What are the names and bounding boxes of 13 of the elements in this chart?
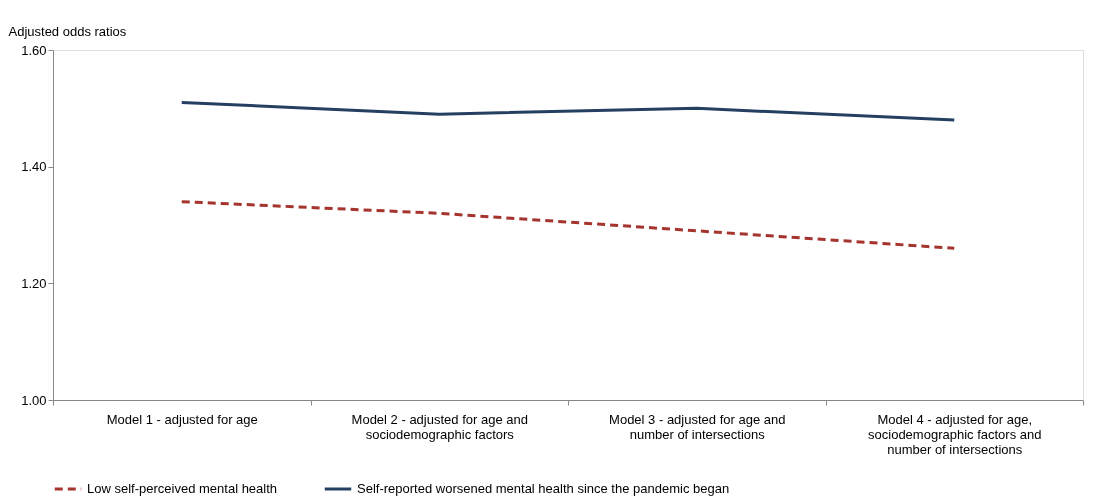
legend-label: Low self-perceived mental health	[87, 481, 278, 496]
x-tick-label: Model 1 - adjusted for age	[106, 411, 258, 427]
line-series	[180, 101, 956, 122]
x-tick-label: Model 4 - adjusted for age, sociodemographic factors and number of intersections	[868, 411, 1042, 457]
y-axis-title: Adjusted odds ratios	[8, 23, 127, 39]
y-tick-label: 1.60	[21, 42, 47, 58]
y-tick-label: 1.00	[21, 392, 47, 408]
y-tick-label: 1.40	[21, 159, 47, 175]
legend-label: Self-reported worsened mental health since the pandemic began	[357, 481, 730, 496]
x-tick-label: Model 3 - adjusted for age and number of intersections	[609, 411, 786, 442]
x-tick-label: Model 2 - adjusted for age and sociodemographic factors	[351, 411, 528, 442]
line-series	[180, 200, 956, 250]
y-tick-label: 1.20	[21, 275, 47, 291]
